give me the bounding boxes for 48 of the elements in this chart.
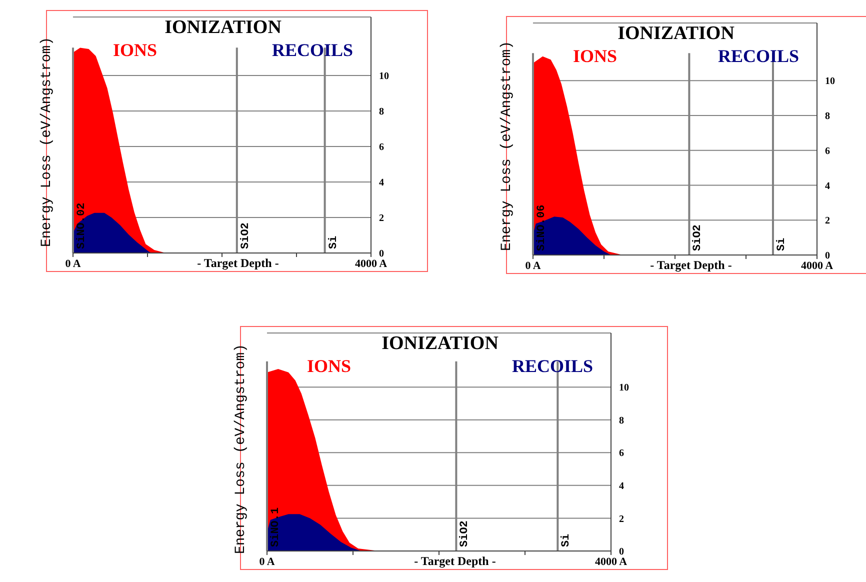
x-tick-label: 0 A bbox=[259, 556, 275, 568]
ref-line-label: Si bbox=[776, 237, 788, 251]
y-tick-label: 2 bbox=[825, 216, 830, 227]
x-axis-title: - Target Depth - bbox=[650, 258, 732, 272]
x-axis-title: - Target Depth - bbox=[414, 554, 496, 568]
text: RECOILS bbox=[272, 39, 353, 61]
y-tick-label: 6 bbox=[379, 142, 384, 154]
x-tick-label: 4000 A bbox=[800, 260, 834, 272]
y-tick-label: 4 bbox=[825, 180, 830, 192]
y-tick-label: 2 bbox=[619, 514, 624, 525]
y-tick-label: 8 bbox=[379, 106, 384, 118]
ref-line-label: Si bbox=[328, 235, 340, 249]
y-tick-label: 2 bbox=[379, 213, 384, 224]
ref-line-label: SiO2 bbox=[240, 222, 252, 249]
y-tick-label: 4 bbox=[379, 178, 384, 189]
series-label: IONS bbox=[573, 45, 618, 67]
x-tick-label: 4000 A bbox=[594, 556, 628, 568]
text: RECOILS bbox=[512, 355, 593, 377]
chart-title: IONIZATION bbox=[164, 17, 282, 39]
y-tick-label: 8 bbox=[619, 415, 624, 426]
y-tick-label: 8 bbox=[825, 111, 830, 122]
y-tick-label: 6 bbox=[825, 146, 830, 157]
y-tick-label: 6 bbox=[619, 448, 624, 460]
y-tick-label: 0 bbox=[825, 250, 830, 262]
y-axis-title: Energy Loss (eV/Angstrom) bbox=[499, 40, 515, 254]
chart-title: IONIZATION bbox=[380, 333, 500, 355]
chart-title: IONIZATION bbox=[616, 23, 736, 45]
ref-line-label: SiNO.1 bbox=[270, 506, 282, 547]
x-tick-label: 0 A bbox=[65, 258, 81, 270]
y-tick-label: 0 bbox=[379, 248, 384, 260]
y-axis-title: Energy Loss (eV/Angstrom) bbox=[233, 342, 249, 556]
ref-line-label: SiNO.02 bbox=[76, 202, 88, 249]
x-axis-title: - Target Depth - bbox=[197, 256, 279, 270]
ref-line-label: SiO2 bbox=[692, 224, 704, 251]
y-tick-label: 0 bbox=[619, 546, 624, 558]
x-tick-label: 0 A bbox=[525, 260, 541, 272]
series-label: IONS bbox=[113, 39, 158, 61]
ref-line-label: SiNO.06 bbox=[536, 204, 548, 251]
y-tick-label: 10 bbox=[379, 71, 389, 82]
y-tick-label: 10 bbox=[825, 76, 835, 88]
ref-line-label: SiO2 bbox=[459, 520, 472, 547]
x-tick-label: 4000 A bbox=[354, 258, 388, 270]
y-tick-label: 4 bbox=[619, 480, 624, 492]
series-label: IONS bbox=[307, 355, 352, 377]
text: RECOILS bbox=[718, 45, 799, 67]
y-axis-title: Energy Loss (eV/Angstrom) bbox=[39, 36, 55, 250]
ref-line-label: Si bbox=[560, 533, 573, 547]
y-tick-label: 10 bbox=[619, 382, 629, 394]
